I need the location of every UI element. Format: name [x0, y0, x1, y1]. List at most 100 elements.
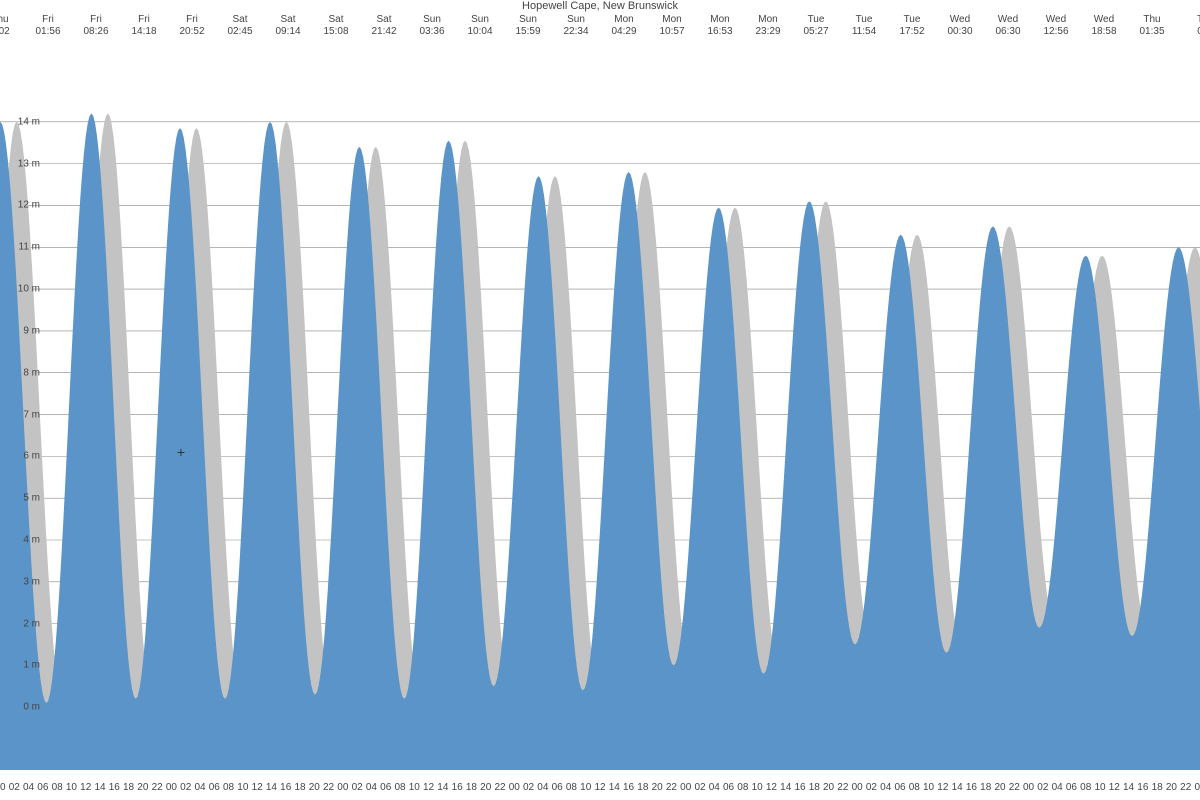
y-tick-label: 14 m: [18, 116, 40, 127]
bottom-hour-tick: 06: [209, 782, 220, 793]
bottom-hour-tick: 00: [0, 782, 6, 793]
bottom-hour-tick: 18: [294, 782, 305, 793]
bottom-hour-tick: 04: [880, 782, 891, 793]
bottom-hour-tick: 04: [709, 782, 720, 793]
bottom-hour-tick: 16: [966, 782, 977, 793]
bottom-hour-tick: 06: [723, 782, 734, 793]
bottom-hour-tick: 10: [923, 782, 934, 793]
bottom-hour-tick: 04: [194, 782, 205, 793]
bottom-hour-tick: 14: [780, 782, 791, 793]
bottom-hour-tick: 14: [609, 782, 620, 793]
y-tick-label: 3 m: [23, 576, 40, 587]
bottom-hour-tick: 20: [309, 782, 320, 793]
bottom-hour-tick: 18: [809, 782, 820, 793]
bottom-hour-tick: 12: [1109, 782, 1120, 793]
bottom-hour-tick: 10: [237, 782, 248, 793]
bottom-hour-tick: 02: [180, 782, 191, 793]
bottom-hour-tick: 22: [494, 782, 505, 793]
bottom-hour-tick: 14: [437, 782, 448, 793]
bottom-hour-tick: 20: [480, 782, 491, 793]
bottom-hour-tick: 10: [580, 782, 591, 793]
bottom-hour-tick: 16: [623, 782, 634, 793]
y-tick-label: 5 m: [23, 493, 40, 504]
bottom-hour-tick: 14: [1123, 782, 1134, 793]
bottom-hour-tick: 04: [366, 782, 377, 793]
bottom-hour-tick: 06: [380, 782, 391, 793]
bottom-hour-tick: 20: [823, 782, 834, 793]
bottom-hour-tick: 10: [1094, 782, 1105, 793]
bottom-hour-tick: 14: [94, 782, 105, 793]
tide-areas: [0, 113, 1200, 770]
bottom-hour-tick: 20: [1166, 782, 1177, 793]
y-tick-label: 9 m: [23, 325, 40, 336]
bottom-hour-tick: 00: [680, 782, 691, 793]
bottom-hour-tick: 18: [123, 782, 134, 793]
bottom-hour-tick: 04: [1052, 782, 1063, 793]
y-tick-label: 13 m: [18, 158, 40, 169]
bottom-hour-tick: 08: [737, 782, 748, 793]
bottom-hour-tick: 16: [794, 782, 805, 793]
bottom-hour-tick: 02: [866, 782, 877, 793]
bottom-hour-tick: 06: [1066, 782, 1077, 793]
y-tick-label: 6 m: [23, 451, 40, 462]
y-tick-label: 1 m: [23, 660, 40, 671]
bottom-hour-tick: 06: [552, 782, 563, 793]
bottom-hour-tick: 10: [409, 782, 420, 793]
bottom-hour-tick: 04: [537, 782, 548, 793]
bottom-hour-tick: 00: [166, 782, 177, 793]
bottom-hour-tick: 02: [1037, 782, 1048, 793]
bottom-hour-tick: 08: [52, 782, 63, 793]
bottom-hour-tick: 12: [252, 782, 263, 793]
bottom-hour-tick: 02: [523, 782, 534, 793]
bottom-hour-tick: 08: [909, 782, 920, 793]
bottom-hour-tick: 04: [23, 782, 34, 793]
y-tick-label: 2 m: [23, 618, 40, 629]
y-tick-label: 7 m: [23, 409, 40, 420]
bottom-hour-tick: 18: [980, 782, 991, 793]
bottom-hour-tick: 16: [1137, 782, 1148, 793]
bottom-hour-tick: 16: [280, 782, 291, 793]
y-tick-label: 10 m: [18, 284, 40, 295]
bottom-hour-tick: 14: [952, 782, 963, 793]
bottom-hour-tick: 10: [752, 782, 763, 793]
bottom-hour-tick: 12: [423, 782, 434, 793]
bottom-hour-tick: 16: [452, 782, 463, 793]
bottom-hour-tick: 08: [394, 782, 405, 793]
bottom-hour-tick: 08: [223, 782, 234, 793]
y-tick-label: 4 m: [23, 535, 40, 546]
bottom-hour-tick: 16: [109, 782, 120, 793]
bottom-hour-tick: 00: [1023, 782, 1034, 793]
bottom-hour-tick: 22: [323, 782, 334, 793]
bottom-hour-tick: 00: [337, 782, 348, 793]
bottom-hour-tick: 08: [1080, 782, 1091, 793]
bottom-hour-tick: 08: [566, 782, 577, 793]
bottom-hour-tick: 00: [852, 782, 863, 793]
bottom-hour-tick: 22: [152, 782, 163, 793]
bottom-hour-tick: 02: [352, 782, 363, 793]
bottom-hour-tick: 20: [652, 782, 663, 793]
bottom-hour-tick: 18: [466, 782, 477, 793]
bottom-hour-tick: 18: [637, 782, 648, 793]
bottom-hour-tick: 00: [1194, 782, 1200, 793]
bottom-hour-tick: 22: [837, 782, 848, 793]
bottom-hour-tick: 20: [137, 782, 148, 793]
y-tick-label: 12 m: [18, 200, 40, 211]
bottom-hour-tick: 22: [1180, 782, 1191, 793]
bottom-hour-tick: 10: [66, 782, 77, 793]
bottom-hour-tick: 20: [994, 782, 1005, 793]
bottom-hour-tick: 12: [766, 782, 777, 793]
bottom-hour-tick: 12: [594, 782, 605, 793]
bottom-hour-tick: 02: [694, 782, 705, 793]
bottom-hour-tick: 06: [37, 782, 48, 793]
bottom-hour-tick: 00: [509, 782, 520, 793]
tide-chart: Hopewell Cape, New Brunswick Thu0:02Fri0…: [0, 0, 1200, 800]
bottom-hour-tick: 22: [666, 782, 677, 793]
bottom-hour-tick: 14: [266, 782, 277, 793]
y-tick-label: 11 m: [19, 242, 41, 253]
bottom-hour-tick: 12: [937, 782, 948, 793]
chart-plot-area[interactable]: [0, 0, 1200, 800]
bottom-hour-tick: 02: [9, 782, 20, 793]
bottom-hour-axis: 0002040608101214161820220002040608101214…: [0, 782, 1200, 796]
bottom-hour-tick: 12: [80, 782, 91, 793]
bottom-hour-tick: 06: [894, 782, 905, 793]
